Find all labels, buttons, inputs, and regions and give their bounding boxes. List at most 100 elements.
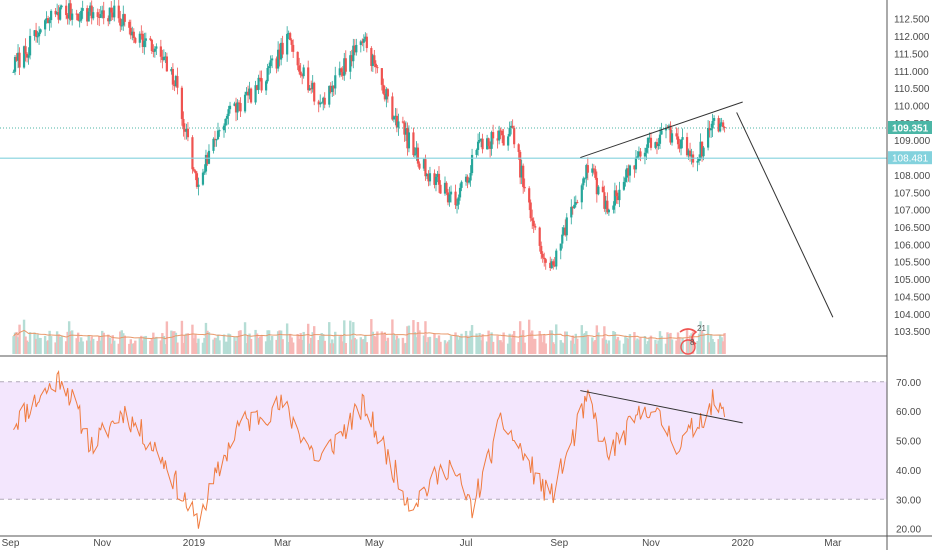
volume-bar bbox=[685, 328, 689, 354]
volume-bar bbox=[206, 330, 209, 354]
candle-body bbox=[490, 132, 493, 149]
candle-body bbox=[165, 56, 168, 72]
candle-body bbox=[485, 138, 489, 150]
volume-bar bbox=[269, 340, 272, 354]
candle-body bbox=[679, 139, 683, 149]
candle-body bbox=[44, 20, 47, 30]
volume-bar bbox=[338, 336, 341, 354]
candle-body bbox=[350, 55, 353, 62]
candle-body bbox=[16, 52, 20, 61]
marker-label-1: 21 bbox=[697, 324, 706, 333]
volume-bar bbox=[355, 339, 358, 354]
candle-body bbox=[385, 89, 388, 100]
candle-body bbox=[355, 44, 358, 53]
candle-body bbox=[534, 226, 537, 228]
candle-body bbox=[254, 85, 257, 103]
volume-bar bbox=[711, 339, 714, 354]
volume-bar bbox=[658, 331, 662, 354]
candle-body bbox=[723, 126, 726, 129]
candle-body bbox=[380, 68, 383, 85]
volume-bar bbox=[594, 340, 597, 354]
candle-body bbox=[152, 50, 155, 52]
price-trendline-1 bbox=[580, 101, 743, 159]
volume-bar bbox=[643, 336, 647, 354]
candle-body bbox=[66, 15, 69, 19]
volume-bar bbox=[76, 332, 80, 354]
candle-body bbox=[543, 257, 546, 260]
candle-body bbox=[68, 3, 71, 19]
volume-bar bbox=[331, 339, 334, 354]
candle-body bbox=[713, 118, 716, 121]
candle-body bbox=[513, 127, 516, 145]
candle-body bbox=[458, 187, 462, 198]
candle-body bbox=[102, 10, 105, 19]
volume-bar bbox=[46, 340, 50, 354]
volume-bar bbox=[595, 325, 599, 354]
candle-body bbox=[331, 85, 334, 93]
candle-body bbox=[28, 35, 32, 56]
candle-body bbox=[553, 265, 556, 267]
volume-bar bbox=[278, 330, 281, 354]
candle-body bbox=[128, 21, 131, 28]
volume-bar bbox=[308, 343, 311, 354]
volume-bar bbox=[499, 340, 502, 354]
candle-body bbox=[243, 94, 247, 112]
candle-body bbox=[275, 58, 278, 69]
candle-body bbox=[418, 163, 421, 169]
volume-bar bbox=[637, 339, 641, 354]
volume-bar bbox=[517, 342, 520, 354]
volume-bar bbox=[323, 340, 326, 354]
volume-bar bbox=[370, 319, 373, 354]
candle-body bbox=[180, 87, 184, 119]
volume-bar bbox=[13, 332, 17, 354]
volume-bar bbox=[543, 334, 546, 354]
candle-body bbox=[374, 63, 377, 68]
candle-body bbox=[603, 192, 606, 209]
volume-bar bbox=[497, 340, 501, 354]
volume-bar bbox=[134, 340, 137, 354]
volume-bar bbox=[395, 335, 399, 354]
candle-body bbox=[182, 118, 185, 130]
candle-body bbox=[541, 253, 544, 258]
volume-bar bbox=[717, 339, 720, 354]
volume-bar bbox=[102, 332, 105, 354]
candle-body bbox=[195, 173, 199, 187]
candle-body bbox=[218, 130, 221, 132]
rsi-tick-label: 20.00 bbox=[896, 525, 921, 536]
last-price-tag: 109.351 bbox=[888, 120, 932, 134]
volume-bar bbox=[532, 338, 535, 354]
volume-bar bbox=[455, 335, 459, 354]
volume-bar bbox=[582, 333, 585, 354]
volume-bar bbox=[574, 333, 577, 354]
volume-bar bbox=[624, 335, 627, 354]
price-tick-label: 104.500 bbox=[894, 292, 931, 303]
volume-bar bbox=[702, 333, 705, 354]
candle-body bbox=[113, 5, 116, 18]
volume-bar bbox=[485, 341, 489, 354]
rsi-trendline bbox=[580, 390, 743, 424]
time-tick-label: Mar bbox=[824, 538, 842, 549]
candle-body bbox=[517, 144, 520, 152]
candle-body bbox=[597, 186, 600, 195]
volume-bar bbox=[583, 333, 587, 354]
volume-bar bbox=[397, 338, 400, 354]
candle-body bbox=[246, 91, 250, 96]
candle-body bbox=[48, 20, 51, 24]
candle-body bbox=[594, 169, 597, 178]
candle-body bbox=[606, 200, 609, 213]
candle-body bbox=[92, 12, 95, 19]
candle-body bbox=[134, 38, 137, 43]
candle-body bbox=[687, 150, 690, 156]
candle-body bbox=[174, 76, 177, 87]
volume-bar bbox=[246, 335, 250, 354]
candle-body bbox=[627, 168, 630, 176]
volume-bar bbox=[37, 337, 41, 354]
candle-body bbox=[36, 36, 39, 38]
candle-body bbox=[549, 262, 552, 268]
candle-body bbox=[519, 151, 522, 178]
volume-bar bbox=[664, 343, 668, 354]
volume-bar bbox=[119, 331, 122, 354]
volume-bar bbox=[131, 343, 134, 354]
candle-body bbox=[628, 165, 632, 176]
candle-body bbox=[685, 137, 689, 156]
